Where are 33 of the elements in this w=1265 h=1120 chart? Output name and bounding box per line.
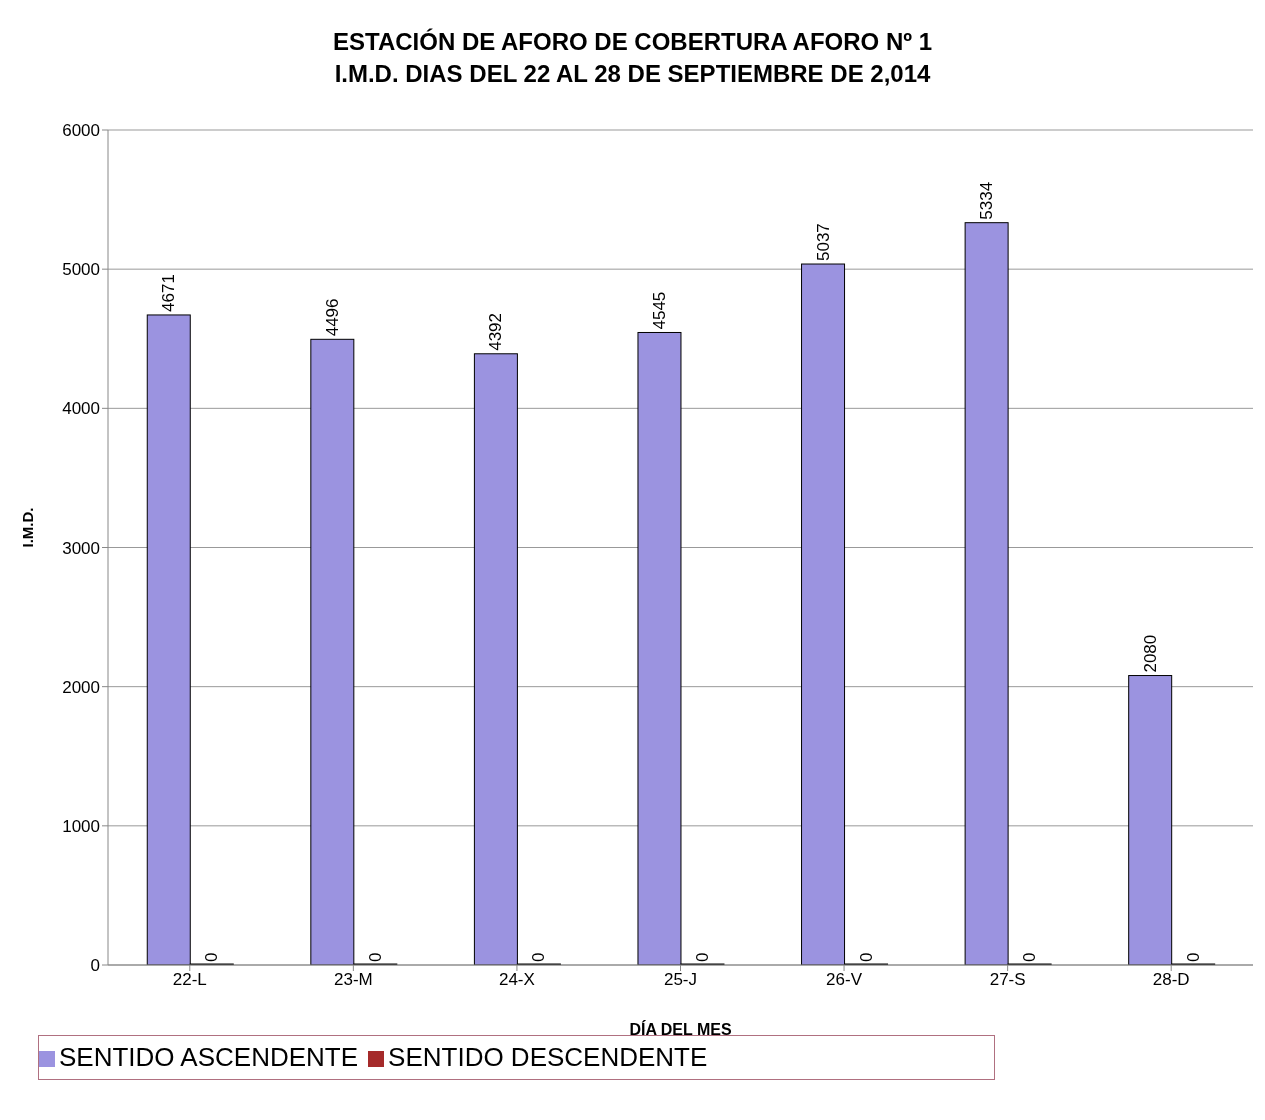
data-label: 4545 <box>649 291 669 330</box>
y-tick-label: 1000 <box>62 816 100 836</box>
x-tick-label: 23-M <box>333 970 373 990</box>
x-axis-title: DÍA DEL MES <box>629 1020 732 1038</box>
x-tick-label: 27-S <box>989 970 1026 990</box>
data-label: 0 <box>365 952 385 962</box>
legend-label: SENTIDO ASCENDENTE <box>59 1042 359 1072</box>
y-tick-label: 2000 <box>62 677 100 697</box>
y-tick-label: 6000 <box>62 121 100 141</box>
data-label: 4671 <box>159 274 179 312</box>
data-label: 0 <box>1020 952 1040 962</box>
data-label: 0 <box>692 952 712 962</box>
x-tick-label: 25-J <box>663 970 698 990</box>
x-tick-label: 26-V <box>826 970 863 990</box>
x-tick-label: 24-X <box>498 970 535 990</box>
data-label: 4392 <box>486 312 506 351</box>
data-label: 5037 <box>813 223 833 262</box>
x-tick-label: 22-L <box>172 970 207 990</box>
y-tick-label: 4000 <box>62 399 100 419</box>
data-label: 0 <box>529 952 549 962</box>
y-tick-label: 0 <box>90 956 100 976</box>
data-label: 4496 <box>322 298 342 337</box>
data-label: 0 <box>856 952 876 962</box>
y-tick-label: 3000 <box>62 538 100 558</box>
data-label: 0 <box>1183 952 1203 962</box>
y-axis-title: I.M.D. <box>19 507 37 548</box>
y-tick-label: 5000 <box>62 260 100 280</box>
legend-label: SENTIDO DESCENDENTE <box>388 1042 708 1072</box>
x-tick-label: 28-D <box>1152 970 1190 990</box>
chart-title: ESTACIÓN DE AFORO DE COBERTURA AFORO Nº 1 I.M.D. DIAS DEL 22 AL 28 DE SEPTIEMBRE DE 2,014 <box>332 27 933 89</box>
data-label: 2080 <box>1140 634 1160 673</box>
data-label: 5334 <box>977 181 997 220</box>
data-label: 0 <box>202 952 222 962</box>
